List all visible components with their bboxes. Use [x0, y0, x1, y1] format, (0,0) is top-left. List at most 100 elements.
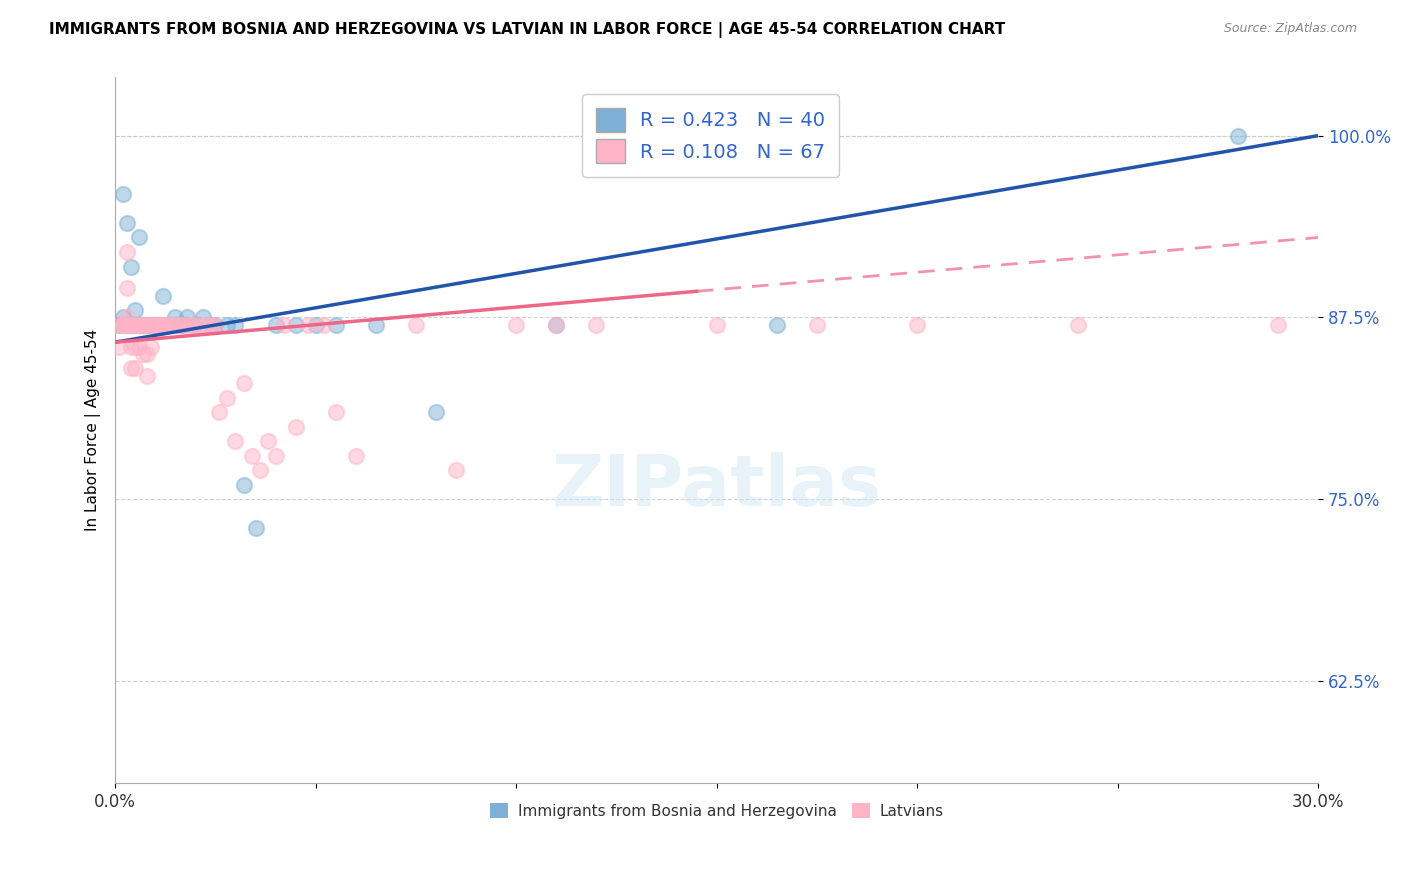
- Point: [124, 361, 146, 376]
- Point: [108, 340, 131, 354]
- Point: [284, 318, 307, 332]
- Point: [224, 318, 246, 332]
- Point: [284, 419, 307, 434]
- Point: [169, 318, 191, 332]
- Point: [124, 340, 146, 354]
- Point: [120, 340, 142, 354]
- Point: [240, 449, 263, 463]
- Point: [1066, 318, 1088, 332]
- Point: [217, 391, 239, 405]
- Point: [232, 477, 254, 491]
- Point: [112, 318, 135, 332]
- Point: [120, 318, 142, 332]
- Point: [152, 318, 174, 332]
- Legend: Immigrants from Bosnia and Herzegovina, Latvians: Immigrants from Bosnia and Herzegovina, …: [484, 797, 949, 825]
- Point: [115, 318, 138, 332]
- Point: [132, 318, 155, 332]
- Point: [128, 340, 150, 354]
- Point: [132, 318, 155, 332]
- Point: [184, 318, 207, 332]
- Point: [249, 463, 271, 477]
- Point: [143, 318, 166, 332]
- Point: [172, 318, 194, 332]
- Point: [245, 521, 267, 535]
- Point: [224, 434, 246, 449]
- Point: [546, 318, 568, 332]
- Point: [112, 310, 135, 325]
- Point: [232, 376, 254, 390]
- Point: [115, 310, 138, 325]
- Point: [156, 318, 179, 332]
- Point: [120, 318, 142, 332]
- Point: [325, 318, 347, 332]
- Point: [200, 318, 222, 332]
- Text: ZIPatlas: ZIPatlas: [551, 452, 882, 521]
- Point: [325, 405, 347, 419]
- Point: [208, 405, 231, 419]
- Point: [165, 310, 187, 325]
- Point: [546, 318, 568, 332]
- Point: [184, 318, 207, 332]
- Point: [172, 318, 194, 332]
- Point: [141, 318, 163, 332]
- Point: [136, 368, 159, 383]
- Point: [128, 318, 150, 332]
- Point: [143, 318, 166, 332]
- Point: [344, 449, 367, 463]
- Point: [136, 318, 159, 332]
- Point: [444, 463, 467, 477]
- Point: [193, 318, 215, 332]
- Point: [405, 318, 427, 332]
- Point: [165, 318, 187, 332]
- Point: [108, 318, 131, 332]
- Point: [132, 318, 155, 332]
- Point: [312, 318, 335, 332]
- Point: [141, 318, 163, 332]
- Point: [152, 288, 174, 302]
- Y-axis label: In Labor Force | Age 45-54: In Labor Force | Age 45-54: [86, 329, 101, 532]
- Point: [136, 318, 159, 332]
- Point: [180, 318, 202, 332]
- Point: [120, 260, 142, 274]
- Point: [193, 310, 215, 325]
- Point: [128, 230, 150, 244]
- Point: [115, 281, 138, 295]
- Point: [124, 318, 146, 332]
- Point: [905, 318, 928, 332]
- Point: [176, 318, 198, 332]
- Point: [136, 347, 159, 361]
- Point: [124, 318, 146, 332]
- Text: IMMIGRANTS FROM BOSNIA AND HERZEGOVINA VS LATVIAN IN LABOR FORCE | AGE 45-54 COR: IMMIGRANTS FROM BOSNIA AND HERZEGOVINA V…: [49, 22, 1005, 38]
- Point: [112, 186, 135, 201]
- Point: [297, 318, 319, 332]
- Point: [115, 318, 138, 332]
- Point: [132, 318, 155, 332]
- Point: [152, 318, 174, 332]
- Point: [143, 318, 166, 332]
- Point: [115, 216, 138, 230]
- Point: [120, 318, 142, 332]
- Point: [806, 318, 828, 332]
- Point: [264, 318, 287, 332]
- Point: [766, 318, 789, 332]
- Point: [585, 318, 607, 332]
- Point: [305, 318, 328, 332]
- Point: [128, 318, 150, 332]
- Point: [217, 318, 239, 332]
- Point: [197, 318, 219, 332]
- Point: [256, 434, 278, 449]
- Point: [273, 318, 295, 332]
- Point: [148, 318, 170, 332]
- Text: Source: ZipAtlas.com: Source: ZipAtlas.com: [1223, 22, 1357, 36]
- Point: [108, 318, 131, 332]
- Point: [264, 449, 287, 463]
- Point: [505, 318, 527, 332]
- Point: [204, 318, 226, 332]
- Point: [120, 361, 142, 376]
- Point: [425, 405, 447, 419]
- Point: [132, 347, 155, 361]
- Point: [112, 318, 135, 332]
- Point: [200, 318, 222, 332]
- Point: [176, 310, 198, 325]
- Point: [1227, 128, 1250, 143]
